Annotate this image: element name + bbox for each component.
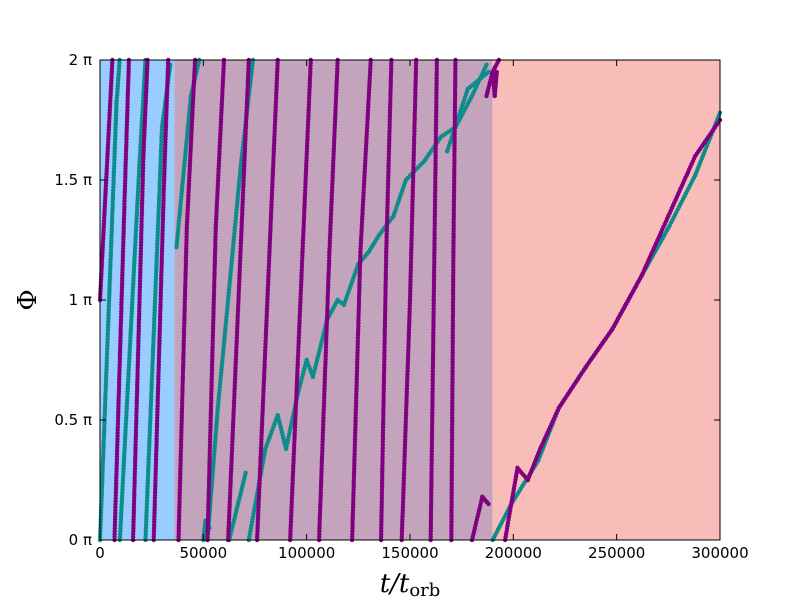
series-1-segment-4 [176,57,198,543]
series-0-segment-6 [227,470,248,543]
x-tick-label: 100000 [278,544,335,562]
series-1-segment-14 [449,57,458,543]
y-tick-label: 0.5 π [54,411,92,429]
series-1 [97,57,723,543]
series-1-segment-1 [112,57,132,543]
series-1-segment-10 [349,57,373,543]
series-1-segment-2 [130,57,150,543]
y-tick-label: 1 π [69,291,92,309]
tick-layer: 0 50000 100000 150000 200000 250000 300000 0 π 0… [54,51,748,562]
data-point [243,470,248,475]
series-1-segment-15 [469,494,491,543]
y-axis-label: Φ [13,289,43,310]
series-1-segment-12 [399,57,419,543]
series-1-segment-3 [151,57,171,543]
x-axis-label-sub: orb [409,580,440,600]
y-tick-label: 2 π [69,51,92,69]
data-point [486,69,491,75]
x-tick-label: 50000 [179,544,227,562]
series-1-segment-17 [490,69,499,99]
series-1-segment-5 [205,57,227,543]
series-1-segment-0 [97,57,115,303]
data-point [484,62,489,67]
x-tick-label: 150000 [381,544,438,562]
x-tick-label: 300000 [691,544,748,562]
series-1-segment-6 [225,57,251,543]
series-1-segment-18 [502,117,723,543]
x-tick-label: 0 [95,544,105,562]
series-1-segment-11 [378,57,394,543]
region-2 [492,60,720,540]
data-point [486,501,491,507]
series-1-segment-13 [428,57,440,543]
series-layer [97,57,723,543]
series-0-segment-1 [117,57,148,543]
y-tick-label: 1.5 π [54,171,92,189]
series-1-segment-9 [316,57,340,543]
x-tick-label: 250000 [588,544,645,562]
data-point [494,69,499,75]
y-tick-label: 0 π [69,531,92,549]
x-axis-label: t/torb [380,569,441,600]
series-1-segment-8 [287,57,313,543]
series-0-segment-7 [246,62,489,543]
x-axis-label-main: t/t [380,569,410,599]
series-1-segment-7 [254,57,280,543]
x-tick-label: 200000 [485,544,542,562]
series-0-segment-2 [143,62,173,543]
